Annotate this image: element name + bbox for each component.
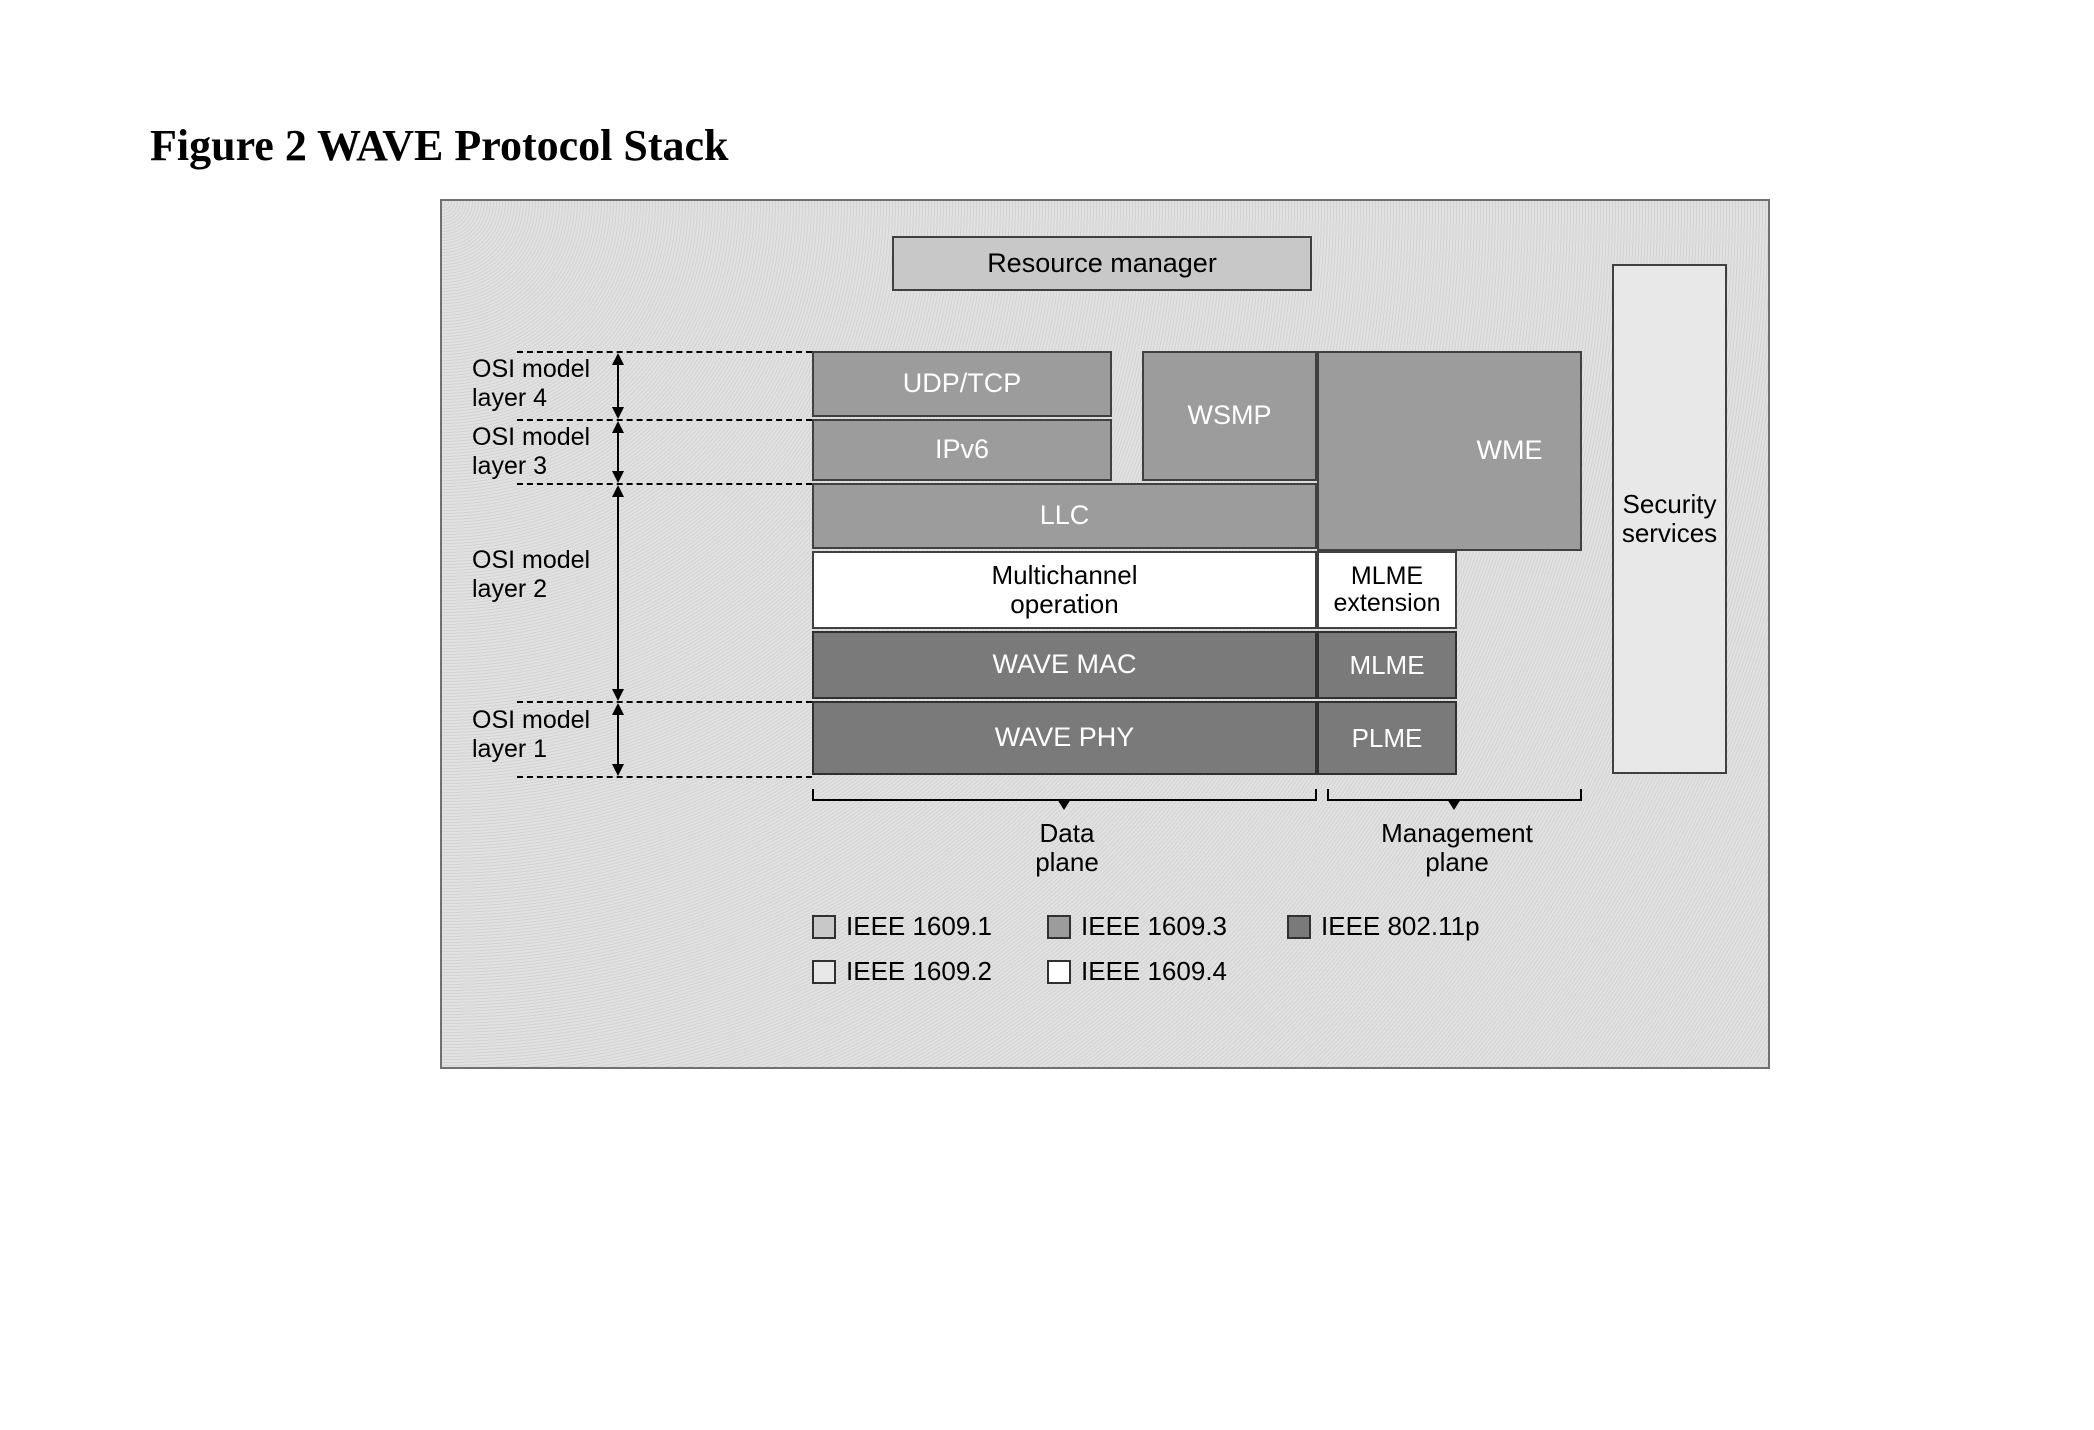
mgmt-plane-label: Management plane	[1372, 819, 1542, 876]
bracket-mgmt-r	[1580, 789, 1582, 799]
osi-layer2-label: OSI model layer 2	[472, 546, 590, 604]
block-resource-manager: Resource manager	[892, 236, 1312, 291]
block-mlme: MLME	[1317, 631, 1457, 699]
block-ipv6: IPv6	[812, 419, 1112, 481]
swatch-1609-2	[812, 960, 836, 984]
arrow-l3-shaft	[617, 431, 619, 473]
data-plane-label: Data plane	[1012, 819, 1122, 876]
block-multichannel: Multichannel operation	[812, 551, 1317, 629]
legend-1609-3: IEEE 1609.3	[1047, 911, 1227, 942]
dash-l4-top	[517, 351, 812, 353]
block-mlme-ext: MLME extension	[1317, 551, 1457, 629]
swatch-802-11p	[1287, 915, 1311, 939]
swatch-1609-3	[1047, 915, 1071, 939]
diagram-container: OSI model layer 4 OSI model layer 3 OSI …	[440, 199, 1770, 1069]
legend-1609-4: IEEE 1609.4	[1047, 956, 1227, 987]
arrow-l1-down	[612, 764, 624, 776]
arrow-l4-shaft	[617, 363, 619, 409]
bracket-data-l	[812, 789, 814, 799]
dash-l2-l1	[517, 701, 812, 703]
osi-layer1-label: OSI model layer 1	[472, 706, 590, 764]
block-wsmp: WSMP	[1142, 351, 1317, 481]
legend-1609-2: IEEE 1609.2	[812, 956, 992, 987]
swatch-1609-1	[812, 915, 836, 939]
block-wave-phy: WAVE PHY	[812, 701, 1317, 775]
block-security: Security services	[1612, 264, 1727, 774]
block-plme: PLME	[1317, 701, 1457, 775]
legend-1609-2-label: IEEE 1609.2	[846, 956, 992, 987]
arrow-l3-down	[612, 471, 624, 483]
block-wave-mac: WAVE MAC	[812, 631, 1317, 699]
swatch-1609-4	[1047, 960, 1071, 984]
bracket-data-r	[1315, 789, 1317, 799]
osi-layer3-label: OSI model layer 3	[472, 423, 590, 481]
dash-l3-l2	[517, 483, 812, 485]
bracket-data-tip	[1057, 799, 1071, 810]
osi-layer4-label: OSI model layer 4	[472, 355, 590, 413]
arrow-l1-shaft	[617, 713, 619, 766]
legend-1609-3-label: IEEE 1609.3	[1081, 911, 1227, 942]
block-wme: WME	[1317, 351, 1582, 551]
legend-802-11p-label: IEEE 802.11p	[1321, 911, 1480, 942]
bracket-mgmt-tip	[1447, 799, 1461, 810]
arrow-l2-down	[612, 689, 624, 701]
block-wme-label: WME	[1477, 436, 1543, 466]
legend-1609-4-label: IEEE 1609.4	[1081, 956, 1227, 987]
arrow-l4-down	[612, 407, 624, 419]
legend-1609-1: IEEE 1609.1	[812, 911, 992, 942]
bracket-mgmt-l	[1327, 789, 1329, 799]
block-udp-tcp: UDP/TCP	[812, 351, 1112, 417]
legend-802-11p: IEEE 802.11p	[1287, 911, 1480, 942]
dash-l1-bot	[517, 776, 812, 778]
legend-1609-1-label: IEEE 1609.1	[846, 911, 992, 942]
block-llc: LLC	[812, 483, 1317, 549]
figure-title: Figure 2 WAVE Protocol Stack	[150, 120, 1944, 171]
arrow-l2-shaft	[617, 495, 619, 691]
dash-l4-l3	[517, 419, 812, 421]
